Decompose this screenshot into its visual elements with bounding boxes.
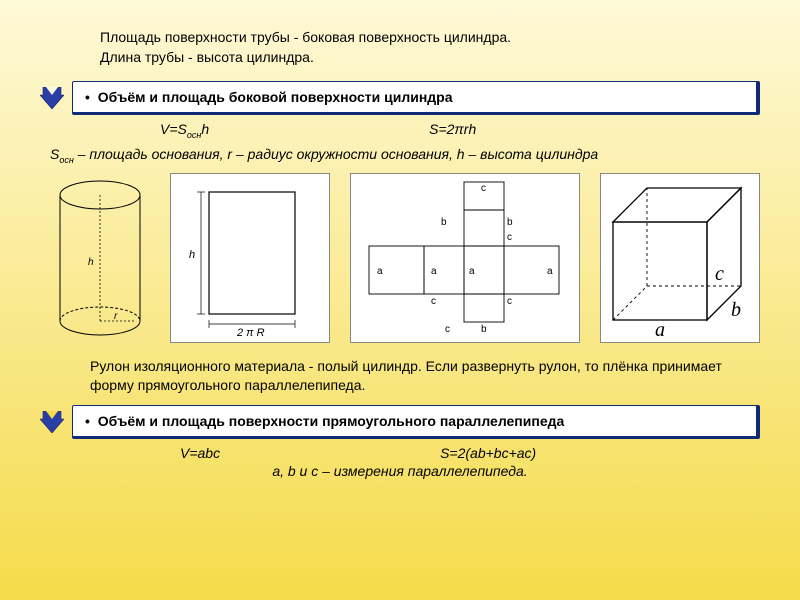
cylinder-r-label: r bbox=[114, 311, 118, 322]
section-1-box: • Объём и площадь боковой поверхности ци… bbox=[72, 81, 760, 115]
explain-1: Sосн – площадь основания, r – радиус окр… bbox=[50, 146, 750, 165]
box3d-c: c bbox=[715, 263, 724, 285]
svg-text:b: b bbox=[507, 217, 513, 228]
cylinder-diagram: h r bbox=[50, 173, 150, 343]
svg-text:a: a bbox=[547, 266, 553, 277]
svg-text:c: c bbox=[445, 324, 450, 335]
svg-text:b: b bbox=[441, 217, 447, 228]
section-2-box: • Объём и площадь поверхности прямоуголь… bbox=[72, 405, 760, 439]
svg-text:a: a bbox=[377, 266, 383, 277]
box3d-b: b bbox=[731, 299, 741, 321]
svg-text:b: b bbox=[481, 324, 487, 335]
formula-row-2: V=abc S=2(ab+bc+ac) bbox=[180, 445, 760, 461]
svg-text:c: c bbox=[507, 296, 512, 307]
arrow-down-icon bbox=[40, 411, 64, 433]
formula-row-1: V=Sоснh S=2πrh bbox=[160, 121, 760, 140]
bullet-icon: • bbox=[85, 413, 90, 429]
intro-line-1: Площадь поверхности трубы - боковая пове… bbox=[100, 28, 760, 48]
paragraph-2: Рулон изоляционного материала - полый ци… bbox=[90, 357, 730, 395]
section-2-title: Объём и площадь поверхности прямоугольно… bbox=[98, 413, 565, 429]
formula-s1: S=2πrh bbox=[429, 121, 476, 140]
svg-text:a: a bbox=[469, 266, 475, 277]
net-diagram: c b b c a a a a c c b bbox=[350, 173, 580, 343]
svg-text:c: c bbox=[507, 232, 512, 243]
cylinder-h-label: h bbox=[88, 257, 94, 268]
explain-2: a, b и с – измерения параллелепипеда. bbox=[40, 463, 760, 479]
formula-s2: S=2(ab+bc+ac) bbox=[440, 445, 536, 461]
intro-line-2: Длина трубы - высота цилиндра. bbox=[100, 48, 760, 68]
unfold-base-label: 2 π R bbox=[236, 327, 265, 339]
svg-text:c: c bbox=[481, 183, 486, 194]
formula-v2: V=abc bbox=[180, 445, 220, 461]
arrow-down-icon bbox=[40, 87, 64, 109]
bullet-icon: • bbox=[85, 89, 90, 105]
unfold-diagram: h 2 π R bbox=[170, 173, 330, 343]
section-1-row: • Объём и площадь боковой поверхности ци… bbox=[40, 81, 760, 115]
svg-text:c: c bbox=[431, 296, 436, 307]
diagrams-row: h r h 2 π R c bbox=[50, 173, 760, 343]
box3d-diagram: a b c bbox=[600, 173, 760, 343]
unfold-h-label: h bbox=[189, 249, 195, 261]
formula-v1: V=Sоснh bbox=[160, 121, 209, 140]
section-2-row: • Объём и площадь поверхности прямоуголь… bbox=[40, 405, 760, 439]
section-1-title: Объём и площадь боковой поверхности цили… bbox=[98, 89, 453, 105]
intro-text: Площадь поверхности трубы - боковая пове… bbox=[100, 28, 760, 67]
svg-text:a: a bbox=[431, 266, 437, 277]
box3d-a: a bbox=[655, 319, 665, 341]
